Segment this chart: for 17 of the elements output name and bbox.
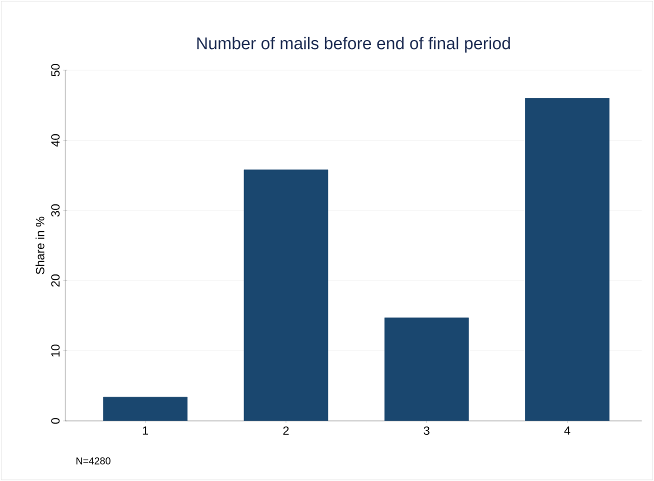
y-tick-label: 10	[51, 344, 60, 356]
y-tick-label: 30	[51, 204, 60, 217]
y-tick-label: 50	[51, 64, 60, 76]
y-tick-label: 0	[51, 418, 60, 424]
x-tick-label: 2	[283, 426, 289, 435]
bar	[384, 318, 469, 421]
y-axis-title: Share in %	[36, 216, 44, 274]
y-tick-label: 20	[51, 274, 60, 287]
x-tick-label: 4	[564, 426, 570, 435]
bar	[244, 170, 328, 421]
chart-title: Number of mails before end of final period	[197, 36, 510, 53]
y-tick-label: 40	[51, 134, 60, 147]
x-tick-label: 1	[142, 426, 148, 435]
text: N=4280	[76, 457, 110, 464]
x-tick-label: 3	[424, 426, 430, 435]
bar	[525, 98, 610, 421]
bar	[103, 396, 188, 421]
